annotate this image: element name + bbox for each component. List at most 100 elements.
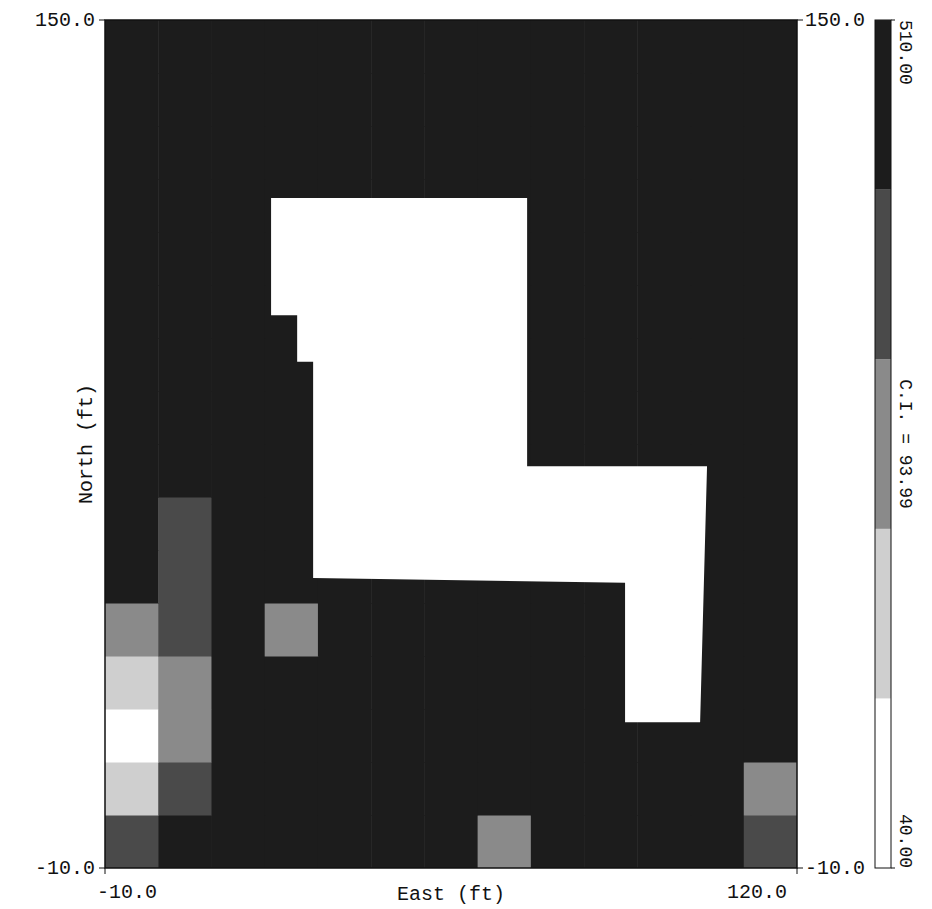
heat-cell [691, 815, 745, 868]
heat-cell [211, 232, 265, 286]
heat-cell [211, 815, 265, 868]
heat-cell [478, 603, 532, 657]
heat-cell [211, 550, 265, 604]
heat-cell [531, 232, 585, 286]
heat-cell [105, 338, 159, 392]
heat-cell [211, 497, 265, 551]
colorbar-frame [875, 20, 891, 868]
y2-tick-label: -10.0 [805, 857, 865, 880]
heat-cell [744, 762, 797, 816]
heat-cell [637, 73, 691, 127]
heat-cell [371, 762, 425, 816]
x-tick-label: -10.0 [97, 881, 157, 904]
colorbar-band [875, 529, 891, 699]
heat-cell [371, 815, 425, 868]
heat-cell [265, 444, 319, 498]
heat-cell [371, 603, 425, 657]
heat-cell [371, 73, 425, 127]
heat-cell [265, 126, 319, 180]
heat-cell [265, 73, 319, 127]
heat-cell [371, 656, 425, 710]
heat-cell [424, 73, 478, 127]
heat-cell [531, 126, 585, 180]
colorbar-tick-label: 510.00 [895, 20, 915, 85]
heat-cell [424, 656, 478, 710]
heat-cell [584, 232, 638, 286]
heat-cell [211, 285, 265, 339]
y2-tick-label: 150.0 [805, 9, 865, 32]
heat-cell [105, 232, 159, 286]
heat-cell [211, 73, 265, 127]
heat-cell [637, 179, 691, 233]
heat-cell [691, 179, 745, 233]
y-tick-label: -10.0 [35, 857, 95, 880]
heat-cell [318, 126, 372, 180]
heat-cell [584, 73, 638, 127]
heat-cell [691, 391, 745, 445]
heat-cell [105, 550, 159, 604]
y-tick [99, 20, 105, 21]
heat-cell [637, 391, 691, 445]
x-tick-label: 120.0 [727, 881, 787, 904]
colorbar-tick [891, 868, 895, 869]
heat-cell [158, 497, 212, 551]
heat-cell [158, 20, 212, 74]
heat-cell [105, 73, 159, 127]
colorbar [875, 20, 895, 868]
heat-cell [744, 815, 797, 868]
heat-cell [211, 603, 265, 657]
heat-cell [744, 338, 797, 392]
heat-cell [265, 815, 319, 868]
heat-cell [478, 656, 532, 710]
heat-cell [584, 179, 638, 233]
heat-cell [531, 656, 585, 710]
heat-cell [158, 603, 212, 657]
heat-cell [211, 444, 265, 498]
heat-cell [531, 338, 585, 392]
heat-cell [637, 20, 691, 74]
heat-cell [105, 391, 159, 445]
heat-cell [105, 20, 159, 74]
heat-cell [478, 762, 532, 816]
heat-cell [584, 338, 638, 392]
heat-cell [478, 126, 532, 180]
heat-cell [424, 603, 478, 657]
y2-tick [797, 868, 803, 869]
heat-cell [531, 709, 585, 763]
heat-cell [531, 20, 585, 74]
heat-cell [211, 338, 265, 392]
x-tick [105, 868, 106, 874]
colorbar-band [875, 359, 891, 529]
heat-cell [158, 656, 212, 710]
heat-cell [158, 338, 212, 392]
heat-cell [744, 444, 797, 498]
colorbar-tick-label: 40.00 [895, 814, 915, 868]
heat-cell [744, 285, 797, 339]
heat-cell [424, 762, 478, 816]
plot-frame [105, 20, 797, 868]
heat-cell [105, 762, 159, 816]
heat-cell [318, 20, 372, 74]
heat-cell [691, 126, 745, 180]
heat-cell [211, 391, 265, 445]
x-axis-title: East (ft) [397, 883, 505, 906]
heat-cell [265, 391, 319, 445]
heat-cell [318, 815, 372, 868]
heat-cell [105, 179, 159, 233]
blank-region [271, 198, 707, 722]
heat-cell [211, 762, 265, 816]
heat-cell [637, 815, 691, 868]
heat-cell [691, 762, 745, 816]
chart: -10.0120.0-10.0150.0-10.0150.0East (ft)N… [0, 0, 932, 909]
heat-cell [584, 285, 638, 339]
heat-cell [211, 709, 265, 763]
heat-cell [744, 232, 797, 286]
heat-cell [744, 179, 797, 233]
heat-cell [158, 709, 212, 763]
heat-cell [584, 815, 638, 868]
heat-cell [584, 126, 638, 180]
heat-cell [691, 20, 745, 74]
heat-cell [691, 73, 745, 127]
heat-cell [637, 126, 691, 180]
heat-cell [265, 603, 319, 657]
